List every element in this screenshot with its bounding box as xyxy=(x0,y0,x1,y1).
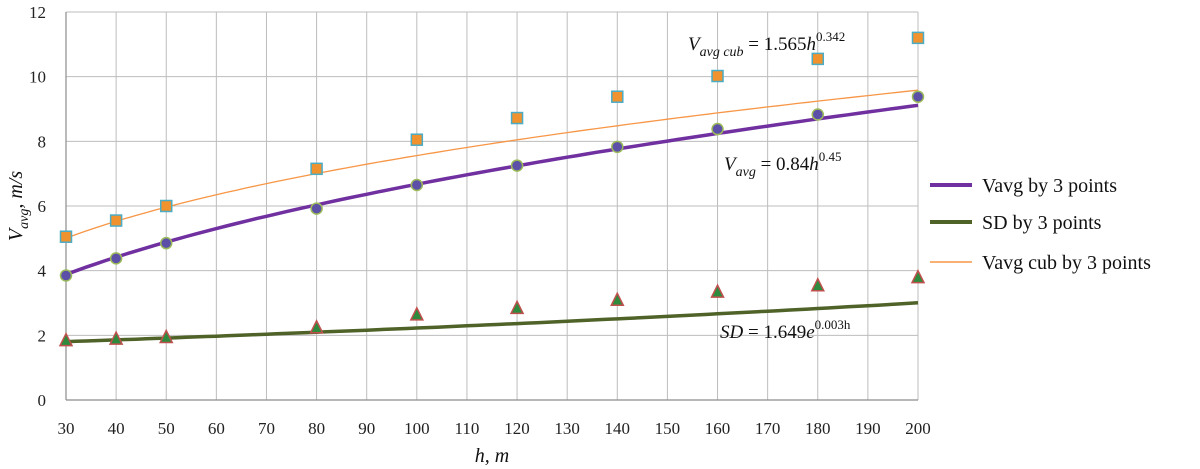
y-tick-label: 12 xyxy=(29,3,46,22)
triangle-marker xyxy=(810,277,825,292)
triangle-marker xyxy=(309,319,324,334)
trendline-vavg-fit xyxy=(65,103,919,277)
legend: Vavg by 3 points SD by 3 points Vavg cub… xyxy=(930,175,1151,274)
square-marker xyxy=(911,31,925,45)
square-marker xyxy=(59,230,73,243)
x-tick-label: 190 xyxy=(855,419,881,438)
legend-label-vavg-cub: Vavg cub by 3 points xyxy=(982,252,1151,274)
x-tick-label: 140 xyxy=(605,419,631,438)
x-tick-label: 90 xyxy=(358,419,375,438)
circle-marker xyxy=(410,178,424,192)
square-marker xyxy=(611,90,624,103)
x-axis-title: h, m xyxy=(475,445,509,467)
x-tick-label: 60 xyxy=(208,419,225,438)
y-tick-label: 2 xyxy=(38,326,47,345)
x-tick-label: 70 xyxy=(258,419,275,438)
trendline-sd-fit xyxy=(65,301,919,344)
legend-label-sd: SD by 3 points xyxy=(982,212,1102,234)
triangle-marker xyxy=(910,268,926,284)
triangle-marker xyxy=(58,332,74,347)
square-marker xyxy=(711,69,724,83)
x-tick-label: 100 xyxy=(404,419,430,438)
square-marker xyxy=(109,214,123,227)
y-tick-label: 6 xyxy=(38,197,47,216)
circle-marker xyxy=(911,90,925,103)
x-tick-label: 40 xyxy=(108,419,125,438)
circle-marker xyxy=(711,122,724,136)
circle-marker xyxy=(510,159,524,172)
circle-marker xyxy=(109,252,123,265)
cub-fit-equation: Vavg cub = 1.565h0.342 xyxy=(688,29,845,60)
circle-marker xyxy=(59,269,73,282)
tick-labels: 30 40 50 60 70 80 90 100 110 120 130 140 150 160 170 18… xyxy=(29,3,931,438)
x-tick-label: 130 xyxy=(554,419,580,438)
y-tick-label: 0 xyxy=(38,391,47,410)
grid xyxy=(65,11,919,401)
data-markers xyxy=(58,31,926,347)
triangle-marker xyxy=(108,330,124,345)
circle-marker xyxy=(310,202,323,215)
square-marker xyxy=(159,199,173,213)
triangle-marker xyxy=(509,299,525,315)
square-marker xyxy=(410,133,424,146)
triangle-marker xyxy=(710,283,725,298)
x-tick-label: 170 xyxy=(755,419,781,438)
circle-marker xyxy=(811,108,825,121)
circle-marker xyxy=(159,236,173,250)
square-marker xyxy=(310,162,323,176)
x-tick-label: 110 xyxy=(455,419,480,438)
trendlines xyxy=(65,89,919,344)
x-tick-label: 30 xyxy=(58,419,75,438)
y-tick-label: 10 xyxy=(29,68,46,87)
square-marker xyxy=(811,52,825,66)
y-axis-title: Vavg, m/s xyxy=(5,171,32,241)
x-tick-label: 160 xyxy=(705,419,731,438)
x-tick-label: 200 xyxy=(905,419,931,438)
sd-fit-equation: SD = 1.649e0.003h xyxy=(720,317,851,343)
triangle-marker xyxy=(610,291,625,307)
x-tick-label: 50 xyxy=(158,419,175,438)
y-tick-label: 8 xyxy=(38,132,47,151)
x-tick-label: 120 xyxy=(504,419,530,438)
avg-fit-equation: Vavg = 0.84h0.45 xyxy=(724,149,842,180)
triangle-marker xyxy=(159,328,174,344)
legend-label-vavg: Vavg by 3 points xyxy=(982,175,1117,197)
x-tick-label: 80 xyxy=(308,419,325,438)
circle-marker xyxy=(611,140,624,154)
y-tick-label: 4 xyxy=(38,262,47,281)
triangle-marker xyxy=(409,306,425,321)
x-tick-label: 150 xyxy=(655,419,681,438)
x-tick-label: 180 xyxy=(805,419,831,438)
square-marker xyxy=(510,111,524,125)
trendline-vavg-cub-fit xyxy=(65,89,919,239)
